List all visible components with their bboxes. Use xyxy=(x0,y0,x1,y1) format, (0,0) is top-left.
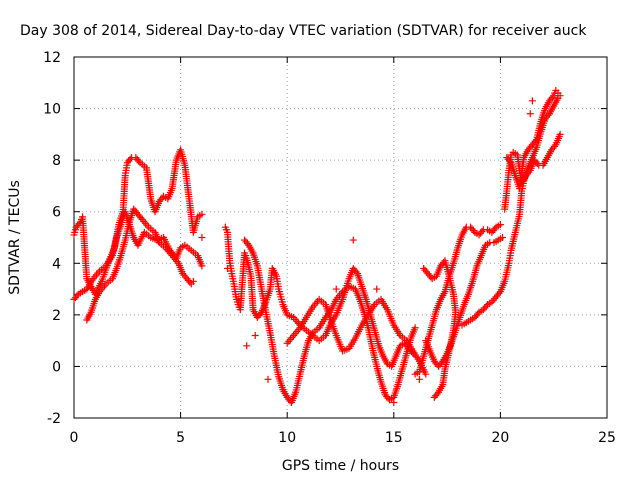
y-tick-label: -2 xyxy=(47,411,61,427)
data-point xyxy=(198,234,206,241)
data-point-interp xyxy=(186,278,194,286)
data-point xyxy=(528,97,536,105)
data-point-interp xyxy=(491,225,499,233)
data-point-interp xyxy=(243,240,251,248)
x-tick-label: 5 xyxy=(176,430,185,446)
y-tick-label: 0 xyxy=(52,359,61,375)
data-point xyxy=(189,277,197,285)
data-point-interp xyxy=(73,292,81,300)
y-tick-label: 10 xyxy=(43,102,61,118)
data-point-interp xyxy=(474,310,482,318)
y-tick-label: 6 xyxy=(52,205,61,221)
data-point xyxy=(415,375,423,383)
data-point-interp xyxy=(533,160,541,168)
data-point-interp xyxy=(352,268,360,276)
data-point xyxy=(198,210,206,218)
y-tick-label: 8 xyxy=(52,153,61,169)
axis-ticks xyxy=(73,56,608,419)
data-point xyxy=(251,331,259,339)
data-point xyxy=(422,370,430,378)
data-point-interp xyxy=(437,359,445,367)
data-point-interp xyxy=(506,157,514,165)
data-point-interp xyxy=(525,168,533,176)
data-point xyxy=(390,399,398,407)
data-point-interp xyxy=(432,392,440,400)
x-tick-label: 25 xyxy=(598,430,616,446)
data-point xyxy=(556,92,564,100)
data-point-interp xyxy=(126,155,134,163)
x-tick-label: 0 xyxy=(70,430,79,446)
x-tick-label: 20 xyxy=(491,430,509,446)
data-point-interp xyxy=(482,302,490,310)
x-tick-label: 15 xyxy=(385,430,403,446)
data-point xyxy=(349,236,357,244)
data-markers xyxy=(70,87,564,407)
data-point xyxy=(198,262,206,270)
data-point xyxy=(556,130,564,138)
data-point-interp xyxy=(256,310,264,318)
data-point-interp xyxy=(137,214,145,222)
y-axis-label: SDTVAR / TECUs xyxy=(7,180,23,295)
data-point-interp xyxy=(478,227,486,235)
y-tick-label: 12 xyxy=(43,50,61,66)
data-point-interp xyxy=(550,142,558,150)
data-point xyxy=(526,110,534,118)
data-point xyxy=(499,234,507,241)
data-point-interp xyxy=(135,157,143,165)
data-point xyxy=(373,285,381,293)
y-tick-label: 4 xyxy=(52,256,61,272)
data-point xyxy=(496,221,504,229)
tick-labels: 0 5 10 15 20 25 -2 0 2 4 6 8 10 12 xyxy=(43,50,616,446)
data-point-interp xyxy=(469,227,477,235)
data-point xyxy=(243,342,251,350)
data-point xyxy=(264,375,272,383)
x-tick-label: 10 xyxy=(278,430,296,446)
data-point xyxy=(411,324,419,332)
data-point xyxy=(332,285,340,293)
data-point xyxy=(224,264,232,272)
data-point-interp xyxy=(548,93,556,101)
data-point-interp xyxy=(495,289,503,297)
data-point-interp xyxy=(531,137,539,145)
y-tick-label: 2 xyxy=(52,308,61,324)
data-point xyxy=(430,393,438,401)
x-axis-label: GPS time / hours xyxy=(282,458,399,474)
chart-title: Day 308 of 2014, Sidereal Day-to-day VTE… xyxy=(20,23,587,39)
